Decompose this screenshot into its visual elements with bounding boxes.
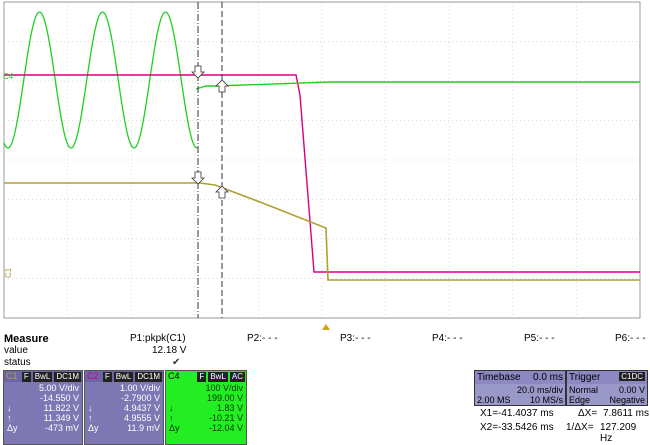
checkmark-icon: ✔	[172, 357, 181, 368]
channel-header: C2 F BwL DC1M	[85, 371, 163, 382]
channel-x2: -10.21 V	[208, 413, 243, 423]
cursor-x1-value: -41.4037 ms	[498, 408, 554, 419]
channel-x1: 11.822 V	[43, 403, 79, 413]
channel-tag: F	[21, 372, 31, 382]
measure-param-p3[interactable]: P3:- - -	[340, 333, 371, 344]
channel-dy: -12.04 V	[208, 423, 243, 433]
channel-x1-label: ↓	[88, 403, 93, 413]
trigger-label: Trigger	[569, 372, 601, 383]
channel-dy-label: Δy	[88, 423, 99, 433]
c1-marker: C1	[4, 267, 13, 278]
channel-x1-label: ↓	[7, 403, 12, 413]
c4-marker: C4	[3, 72, 14, 81]
channel-vdiv: 1.00 V/div	[119, 383, 160, 393]
channel-id: C2	[87, 371, 99, 381]
channel-tag: DC1M	[135, 372, 162, 382]
channel-tag: F	[197, 372, 207, 382]
channel-x2-label: ↑	[7, 413, 12, 423]
measure-param-p6[interactable]: P6:- - -	[615, 333, 646, 344]
channel-tag: AC	[229, 372, 245, 382]
channel-offset: -14.550 V	[39, 393, 79, 403]
channel-dy: -473 mV	[44, 423, 79, 433]
measure-status-label: status	[4, 357, 31, 368]
channel-offset: 199.00 V	[206, 393, 243, 403]
channel-c1-panel[interactable]: C1 F BwL DC1M 5.00 V/div -14.550 V ↓ 11.822 V ↑…	[3, 370, 83, 445]
timebase-samples: 2.00 MS	[477, 395, 511, 405]
measure-value-label: value	[4, 345, 28, 356]
channel-tag: DC1M	[54, 372, 81, 382]
timebase-delay: 0.0 ms	[532, 372, 563, 383]
channel-x1-label: ↓	[169, 403, 174, 413]
channel-x1: 1.83 V	[216, 403, 243, 413]
channel-c2-panel[interactable]: C2 F BwL DC1M 1.00 V/div -2.7900 V ↓ 4.9437 V ↑…	[84, 370, 164, 445]
channel-x2-label: ↑	[169, 413, 174, 423]
timebase-panel[interactable]: Timebase 0.0 ms 20.0 ms/div 2.00 MS 10 M…	[474, 370, 566, 406]
channel-id: C4	[168, 371, 180, 381]
channel-x1: 4.9437 V	[123, 403, 160, 413]
measure-title: Measure	[4, 333, 49, 345]
graticule-grid	[4, 2, 640, 318]
channel-tag: BwL	[208, 372, 228, 382]
channel-x2-label: ↑	[88, 413, 93, 423]
trigger-position-icon	[322, 324, 330, 330]
channel-x2: 11.349 V	[43, 413, 79, 423]
trigger-slope: Negative	[609, 395, 645, 405]
channel-dy-label: Δy	[169, 423, 180, 433]
measure-param-p4[interactable]: P4:- - -	[432, 333, 463, 344]
c4-trace	[3, 11, 199, 149]
c1-trace	[4, 182, 640, 281]
trigger-level: 0.00 V	[618, 385, 645, 395]
trigger-panel[interactable]: Trigger C1DC Normal 0.00 V Edge Negative	[566, 370, 648, 406]
channel-offset: -2.7900 V	[120, 393, 160, 403]
cursor-arrow-icon	[191, 65, 229, 199]
trigger-type: Edge	[569, 395, 591, 405]
cursor-dx-label: ΔX=	[578, 408, 598, 419]
cursor-x1-label: X1=	[480, 408, 499, 419]
channel-dy: 11.9 mV	[127, 423, 160, 433]
cursor-x2-value: -33.5426 ms	[498, 422, 554, 433]
timebase-label: Timebase	[477, 372, 521, 383]
channel-vdiv: 5.00 V/div	[38, 383, 79, 393]
cursor-inv-label: 1/ΔX=	[566, 422, 594, 433]
channel-tag: F	[102, 372, 112, 382]
p1-value: 12.18 V	[152, 345, 187, 356]
timebase-rate: 10 MS/s	[529, 395, 563, 405]
timebase-tdiv: 20.0 ms/div	[516, 385, 563, 395]
channel-header: C4 F BwL AC	[166, 371, 246, 382]
cursor-dx-value: 7.8611 ms	[603, 408, 649, 419]
channel-tag: BwL	[32, 372, 53, 382]
trigger-mode: Normal	[569, 385, 599, 395]
channel-id: C1	[6, 371, 18, 381]
c4-trace-flat	[195, 81, 640, 90]
cursor-inv-value: 127.209 Hz	[600, 422, 637, 444]
trigger-source: C1DC	[619, 372, 645, 381]
measure-param-p2[interactable]: P2:- - -	[247, 333, 278, 344]
waveform-display[interactable]: C4 C1	[0, 0, 650, 330]
channel-c4-panel[interactable]: C4 F BwL AC 100 V/div 199.00 V ↓ 1.83 V ↑ -10.21…	[165, 370, 247, 445]
channel-vdiv: 100 V/div	[205, 383, 243, 393]
cursor-x2-label: X2=	[480, 422, 499, 433]
measure-param-p1[interactable]: P1:pkpk(C1)	[130, 333, 186, 344]
channel-tag: BwL	[113, 372, 134, 382]
channel-dy-label: Δy	[7, 423, 18, 433]
channel-x2: 4.9555 V	[123, 413, 160, 423]
channel-header: C1 F BwL DC1M	[4, 371, 82, 382]
measure-param-p5[interactable]: P5:- - -	[524, 333, 555, 344]
